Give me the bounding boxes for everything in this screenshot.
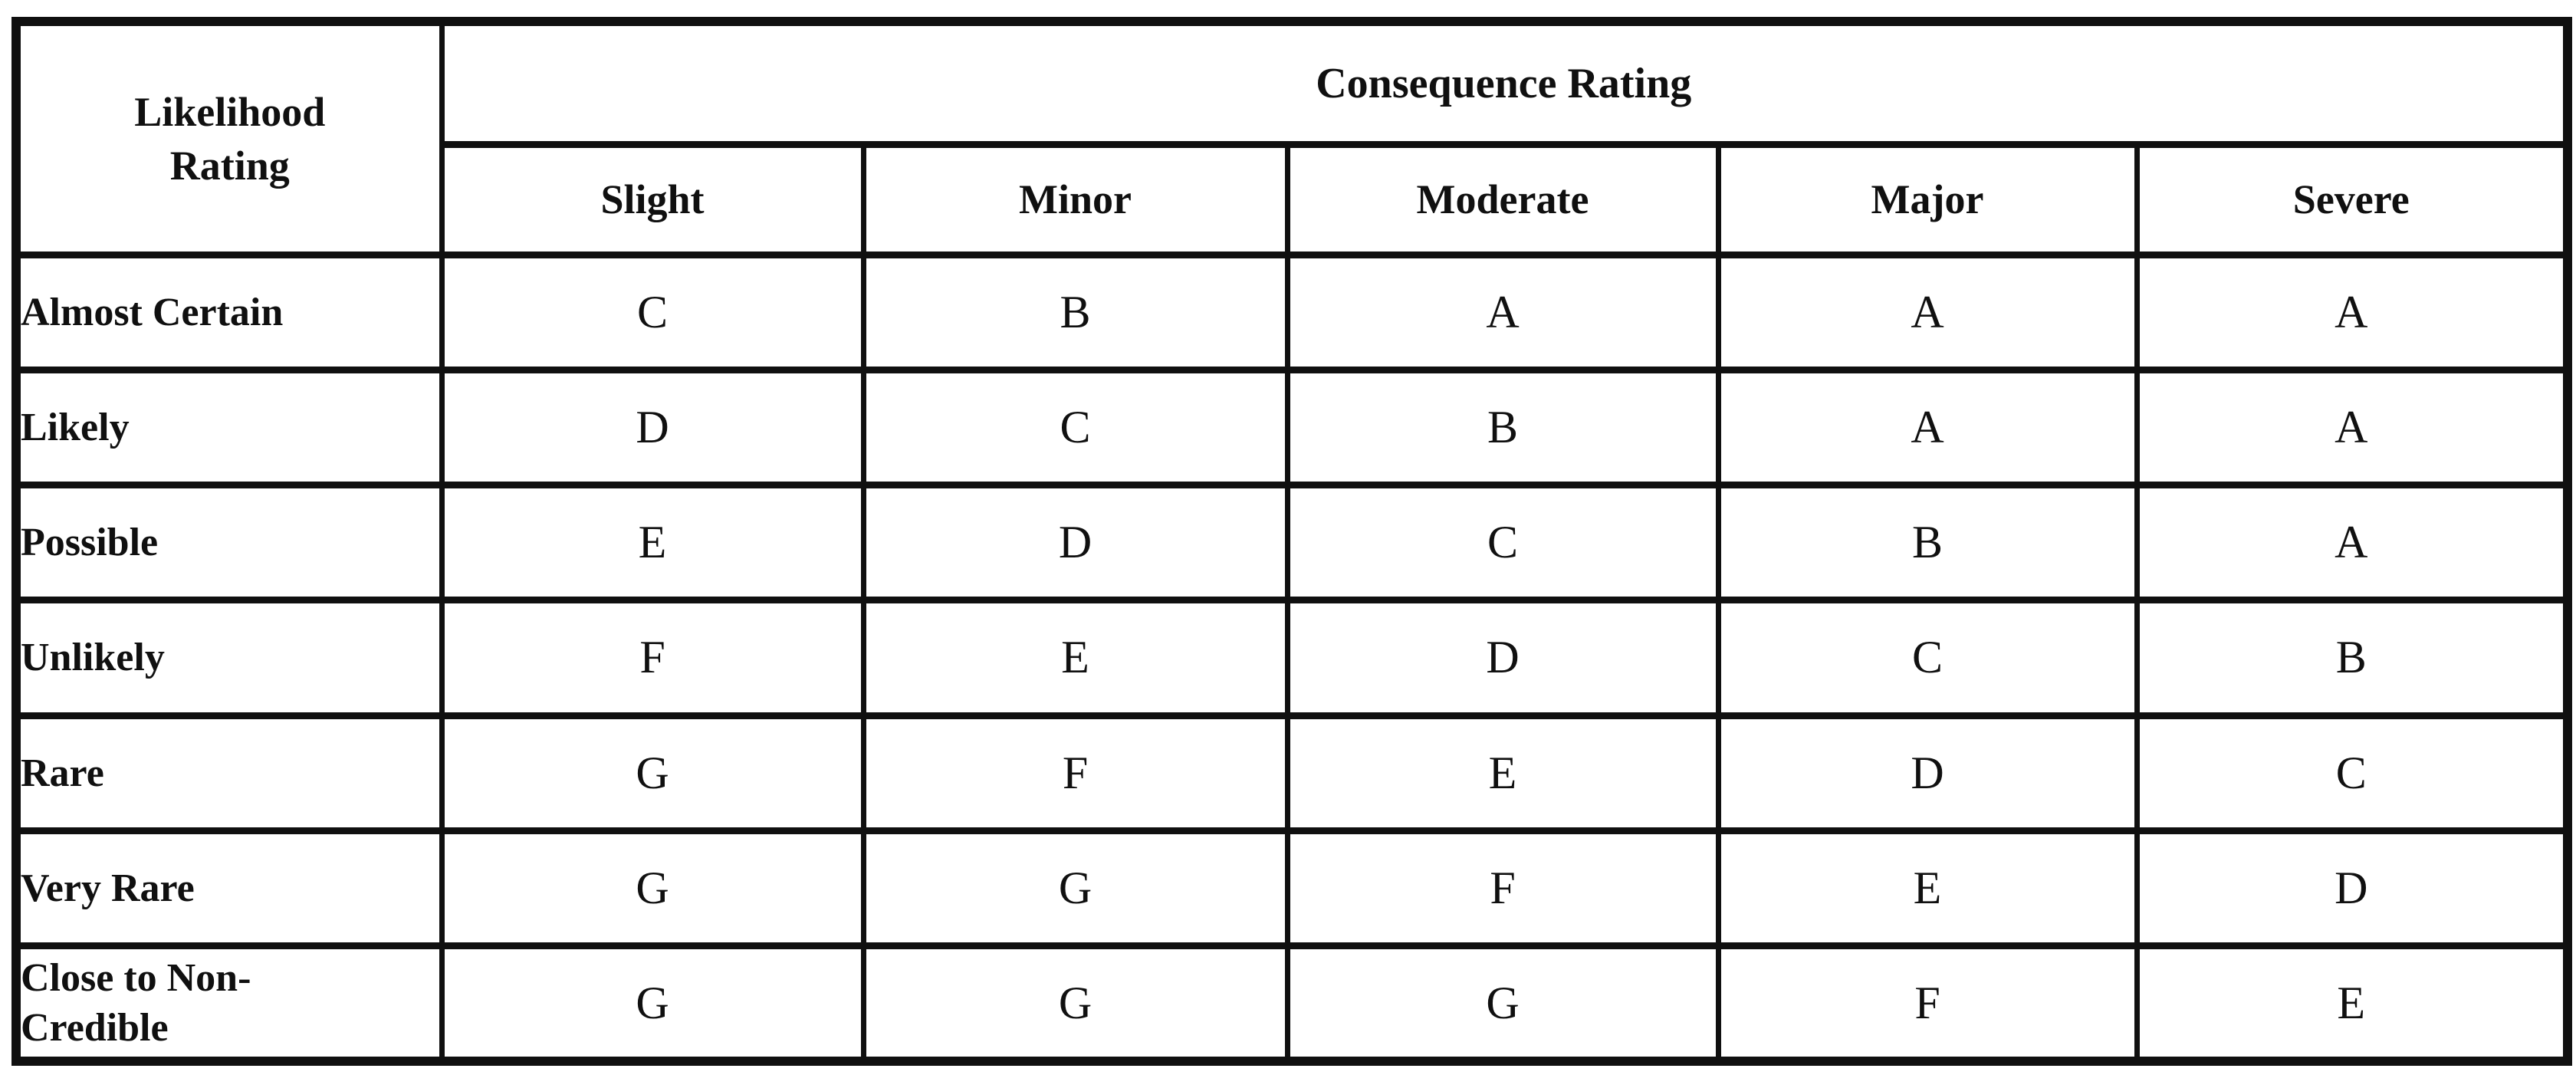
matrix-cell: A [1284,251,1721,373]
matrix-cell: G [860,942,1290,1065]
consequence-rating-header: Consequence Rating [439,18,2571,148]
matrix-cell: G [860,827,1290,950]
matrix-cell: C [1715,597,2140,719]
matrix-cell: D [1284,597,1721,719]
matrix-cell: G [439,942,866,1065]
column-header-major: Major [1715,140,2140,258]
matrix-cell: C [2134,712,2571,834]
matrix-cell: G [439,712,866,834]
table-row-likely: Likely D C B A A [13,366,2571,489]
matrix-cell: G [439,827,866,950]
matrix-cell: E [1284,712,1721,834]
table-row-unlikely: Unlikely F E D C B [13,597,2571,719]
matrix-cell: C [1284,482,1721,604]
likelihood-rating-header: Likelihood Rating [13,18,445,258]
row-label: Likely [13,366,445,489]
matrix-cell: F [1715,942,2140,1065]
column-header-moderate: Moderate [1284,140,1721,258]
risk-rating-matrix-table: Likelihood Rating Consequence Rating Sli… [12,17,2572,1066]
matrix-cell: E [860,597,1290,719]
matrix-cell: F [860,712,1290,834]
column-header-slight: Slight [439,140,866,258]
matrix-cell: A [2134,482,2571,604]
matrix-cell: A [1715,251,2140,373]
row-label: Rare [13,712,445,834]
table-row-almost-certain: Almost Certain C B A A A [13,251,2571,373]
table-row-rare: Rare G F E D C [13,712,2571,834]
table-row-very-rare: Very Rare G G F E D [13,827,2571,950]
matrix-cell: B [1715,482,2140,604]
matrix-cell: C [439,251,866,373]
matrix-cell: F [439,597,866,719]
matrix-cell: E [439,482,866,604]
matrix-cell: G [1284,942,1721,1065]
matrix-cell: E [1715,827,2140,950]
matrix-cell: E [2134,942,2571,1065]
matrix-cell: A [1715,366,2140,489]
row-label: Almost Certain [13,251,445,373]
matrix-cell: B [860,251,1290,373]
matrix-cell: D [2134,827,2571,950]
row-label: Unlikely [13,597,445,719]
row-label: Very Rare [13,827,445,950]
row-label: Possible [13,482,445,604]
column-header-minor: Minor [860,140,1290,258]
matrix-cell: A [2134,251,2571,373]
table-row-close-to-non-credible: Close to Non- Credible G G G F E [13,942,2571,1065]
row-label: Close to Non- Credible [13,942,445,1065]
matrix-cell: B [2134,597,2571,719]
matrix-cell: B [1284,366,1721,489]
matrix-cell: A [2134,366,2571,489]
matrix-cell: F [1284,827,1721,950]
matrix-cell: C [860,366,1290,489]
table-row-possible: Possible E D C B A [13,482,2571,604]
matrix-cell: D [439,366,866,489]
column-header-severe: Severe [2134,140,2571,258]
matrix-cell: D [860,482,1290,604]
matrix-cell: D [1715,712,2140,834]
